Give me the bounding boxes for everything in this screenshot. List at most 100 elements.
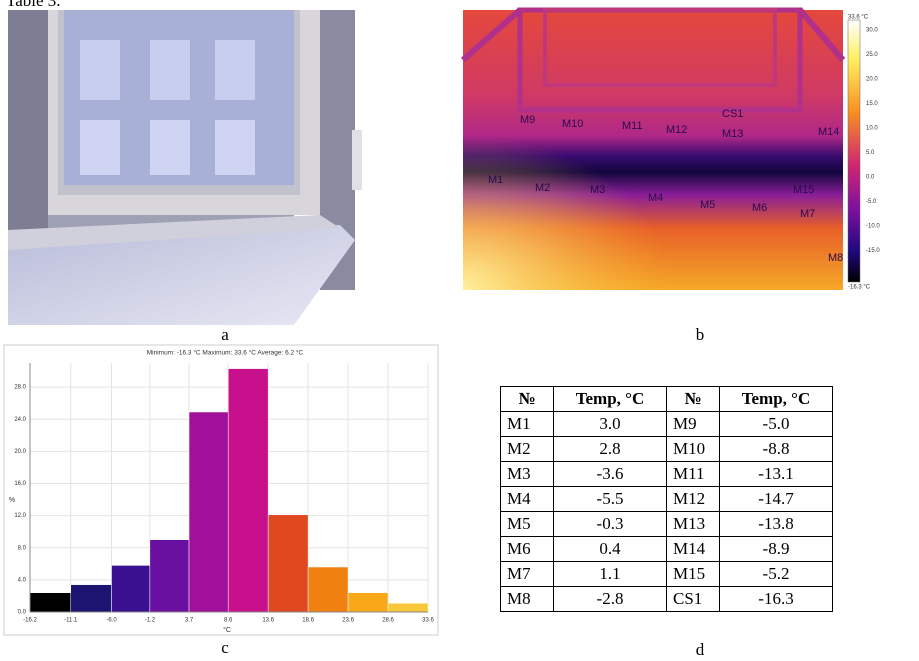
scale-label: -15.0 [866,248,880,254]
table-cell: -8.9 [719,536,833,562]
table-cell: -8.8 [719,436,833,462]
table-cell: M8 [500,586,554,612]
table-cell: M4 [500,486,554,512]
x-tick-label: 18.6 [302,618,314,624]
table-cell: M15 [666,561,720,587]
y-tick-label: 8.0 [18,545,27,551]
x-tick-label: 28.6 [382,618,394,624]
table-cell: M7 [500,561,554,587]
scale-label: 0.0 [866,175,875,181]
marker-label: M14 [818,126,839,138]
table-cell: 0.4 [553,536,667,562]
bar [188,411,229,613]
table-row: M3 -3.6 M11 -13.1 [500,461,833,487]
scale-label: 15.0 [866,101,878,107]
marker-label: M13 [722,128,743,140]
marker-label: M11 [622,120,643,132]
table-cell: M13 [666,511,720,537]
bar [29,592,72,613]
table-row: M5 -0.3 M13 -13.8 [500,511,833,537]
header-cell: Temp, °C [553,386,667,412]
table-cell: M11 [666,461,720,487]
y-tick-label: 12.0 [14,513,26,519]
marker-label: M15 [793,184,814,196]
y-axis-label: % [9,497,15,504]
x-tick-label: -11.1 [64,618,78,624]
table-cell: -14.7 [719,486,833,512]
table-row: M1 3.0 M9 -5.0 [500,411,833,437]
marker-label: M6 [752,202,767,214]
table-cell: -13.1 [719,461,833,487]
bar [307,566,349,613]
thermal-image: M9 M10 M11 M12 CS1 M13 M14 M1 M2 M3 M4 M5 M6 M7 M15 M8 3… [461,7,880,291]
table-cell: M1 [500,411,554,437]
scale-label: -5.0 [866,199,877,205]
marker-label: M2 [535,182,550,194]
y-tick-label: 4.0 [18,577,27,583]
bar [227,368,269,613]
table-cell: M5 [500,511,554,537]
scale-label: 25.0 [866,52,878,58]
table-row: M8 -2.8 CS1 -16.3 [500,586,833,612]
y-tick-label: 20.0 [14,449,26,455]
table-row: M4 -5.5 M12 -14.7 [500,486,833,512]
table-body: M1 3.0 M9 -5.0 M2 2.8 M10 -8.8 M3 -3.6 M11 -13.1 M4-… [500,411,833,612]
x-tick-label: 23.6 [342,618,354,624]
bar [347,592,389,613]
marker-label: M1 [488,174,503,186]
table-cell: -0.3 [553,511,667,537]
marker-label: M7 [800,208,815,220]
table-cell: M2 [500,436,554,462]
table-cell: -16.3 [719,586,833,612]
table-cell: -13.8 [719,511,833,537]
header-cell: № [500,386,554,412]
bar [149,539,190,613]
histogram: Minimum: -16.3 °C Maximum: 33.6 °C Avera… [3,344,439,636]
marker-label: M5 [700,199,715,211]
panel-label: c [221,638,229,657]
table-cell: M3 [500,461,554,487]
table-cell: M14 [666,536,720,562]
x-tick-label: 13.6 [262,618,274,624]
table-cell: -5.0 [719,411,833,437]
chart-title: Minimum: -16.3 °C Maximum: 33.6 °C Avera… [147,349,304,357]
bar [111,565,151,613]
y-tick-label: 16.0 [14,481,26,487]
table-cell: 1.1 [553,561,667,587]
table-cell: -3.6 [553,461,667,487]
panel-label: d [696,640,705,659]
scale-label: 10.0 [866,126,878,132]
x-tick-label: -6.0 [106,618,117,624]
table-cell: -5.2 [719,561,833,587]
caption: Table 3. [6,0,61,10]
table-cell: -2.8 [553,586,667,612]
x-tick-label: 33.6 [422,618,434,624]
bar [70,584,112,613]
table-cell: M10 [666,436,720,462]
scale-label: 5.0 [866,150,875,156]
header-cell: Temp, °C [719,386,833,412]
header-cell: № [666,386,720,412]
marker-label: M12 [666,124,687,136]
marker-label: M9 [520,114,535,126]
panel-label: b [696,325,705,344]
marker-label: M10 [562,118,583,130]
scale-label: 30.0 [866,28,878,34]
x-axis-label: °C [223,626,231,634]
table-cell: CS1 [666,586,720,612]
scale-label: 20.0 [866,77,878,83]
table-cell: M12 [666,486,720,512]
x-tick-label: 8.6 [224,618,233,624]
y-tick-label: 0.0 [18,610,27,616]
table-row: M2 2.8 M10 -8.8 [500,436,833,462]
scale-label: 33.6 °C [848,15,869,21]
table-cell: -5.5 [553,486,667,512]
table-cell: M6 [500,536,554,562]
panel-label: a [221,325,229,344]
table-cell: 3.0 [553,411,667,437]
marker-label: CS1 [722,108,743,120]
x-tick-label: -16.2 [23,618,37,624]
table-row: M7 1.1 M15 -5.2 [500,561,833,587]
scale-label: -16.3 °C [848,285,871,291]
